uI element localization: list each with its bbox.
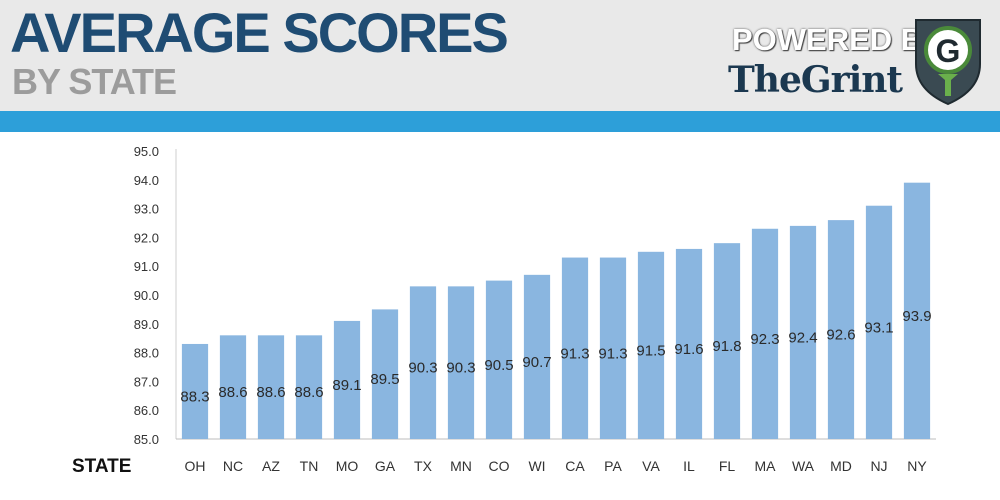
bar: [789, 225, 817, 439]
bar-value-label: 92.3: [750, 331, 779, 348]
bar-value-label: 93.9: [902, 308, 931, 325]
x-axis-title: STATE: [72, 456, 131, 477]
x-category-label: FL: [719, 458, 736, 474]
bar-value-label: 89.5: [370, 371, 399, 388]
bar-value-label: 88.6: [256, 384, 285, 401]
bar: [865, 205, 893, 439]
x-category-label: VA: [642, 458, 660, 474]
x-category-label: NY: [907, 458, 927, 474]
y-tick-label: 94.0: [134, 173, 159, 188]
x-category-label: MN: [450, 458, 472, 474]
x-category-label: TX: [414, 458, 433, 474]
x-category-label: CO: [489, 458, 510, 474]
bar-value-label: 91.6: [674, 341, 703, 358]
x-category-label: MA: [755, 458, 777, 474]
chart-title: AVERAGE SCORES: [10, 1, 509, 64]
bar-value-label: 91.5: [636, 342, 665, 359]
x-category-labels: OH NC AZ TN MO GA TX MN CO WI CA PA VA IL FL MA WA MD NJ NY: [185, 458, 928, 474]
y-tick-label: 88.0: [134, 346, 159, 361]
bar-value-label: 91.8: [712, 338, 741, 355]
bar: [637, 251, 665, 439]
header-accent-band: [0, 111, 1000, 132]
bar-value-label: 88.3: [180, 388, 209, 405]
bar-value-label: 88.6: [294, 384, 323, 401]
bar: [599, 257, 627, 439]
golf-tee-icon: [938, 74, 958, 96]
bar: [333, 320, 361, 439]
chart-subtitle: BY STATE: [12, 61, 177, 102]
y-tick-label: 91.0: [134, 259, 159, 274]
y-tick-label: 90.0: [134, 288, 159, 303]
bar-value-label: 90.3: [408, 360, 437, 377]
bar-value-label: 89.1: [332, 377, 361, 394]
bar: [751, 228, 779, 439]
bar: [371, 309, 399, 439]
x-category-label: PA: [604, 458, 622, 474]
x-category-label: NC: [223, 458, 243, 474]
thegrint-logo-icon: G: [915, 19, 981, 106]
x-category-label: MO: [336, 458, 359, 474]
bar-value-label: 90.3: [446, 360, 475, 377]
logo-ring: [924, 26, 972, 74]
bar: [257, 335, 285, 439]
y-tick-label: 93.0: [134, 202, 159, 217]
bar: [219, 335, 247, 439]
x-category-label: MD: [830, 458, 852, 474]
bar-value-label: 91.3: [560, 345, 589, 362]
bar: [181, 343, 209, 439]
bar-series: [181, 182, 931, 439]
y-tick-label: 92.0: [134, 230, 159, 245]
x-category-label: OH: [185, 458, 206, 474]
bar: [485, 280, 513, 439]
y-tick-label: 89.0: [134, 317, 159, 332]
bar-value-label: 90.5: [484, 357, 513, 374]
bar: [409, 286, 437, 439]
x-category-label: GA: [375, 458, 396, 474]
bar: [447, 286, 475, 439]
bar: [675, 248, 703, 439]
y-tick-label: 85.0: [134, 432, 159, 447]
bar: [523, 274, 551, 439]
bar-value-label: 90.7: [522, 354, 551, 371]
bar: [713, 243, 741, 439]
x-category-label: NJ: [870, 458, 887, 474]
y-tick-label: 95.0: [134, 144, 159, 159]
bar-value-label: 88.6: [218, 384, 247, 401]
bar-value-label: 92.4: [788, 329, 817, 346]
x-category-label: IL: [683, 458, 695, 474]
bar: [561, 257, 589, 439]
bar-value-labels: 88.3 88.6 88.6 88.6 89.1 89.5 90.3 90.3 90.5 90.7…: [180, 308, 931, 406]
bar: [827, 220, 855, 439]
x-category-label: CA: [565, 458, 585, 474]
bar: [903, 182, 931, 439]
x-category-label: WA: [792, 458, 815, 474]
bar-value-label: 91.3: [598, 345, 627, 362]
x-category-label: AZ: [262, 458, 280, 474]
bar: [295, 335, 323, 439]
header: AVERAGE SCORES BY STATE POWERED BY: TheG…: [0, 0, 1000, 111]
logo-letter: G: [936, 33, 961, 69]
x-category-label: TN: [300, 458, 319, 474]
bar-value-label: 92.6: [826, 327, 855, 344]
y-tick-labels: 85.0 86.0 87.0 88.0 89.0 90.0 91.0 92.0 93.0 94.0…: [134, 144, 159, 447]
y-tick-label: 86.0: [134, 403, 159, 418]
bar-value-label: 93.1: [864, 319, 893, 336]
brand-name: TheGrint: [728, 59, 903, 101]
y-tick-label: 87.0: [134, 374, 159, 389]
x-category-label: WI: [528, 458, 545, 474]
bar-chart: 85.0 86.0 87.0 88.0 89.0 90.0 91.0 92.0 93.0 94.0…: [72, 144, 936, 477]
